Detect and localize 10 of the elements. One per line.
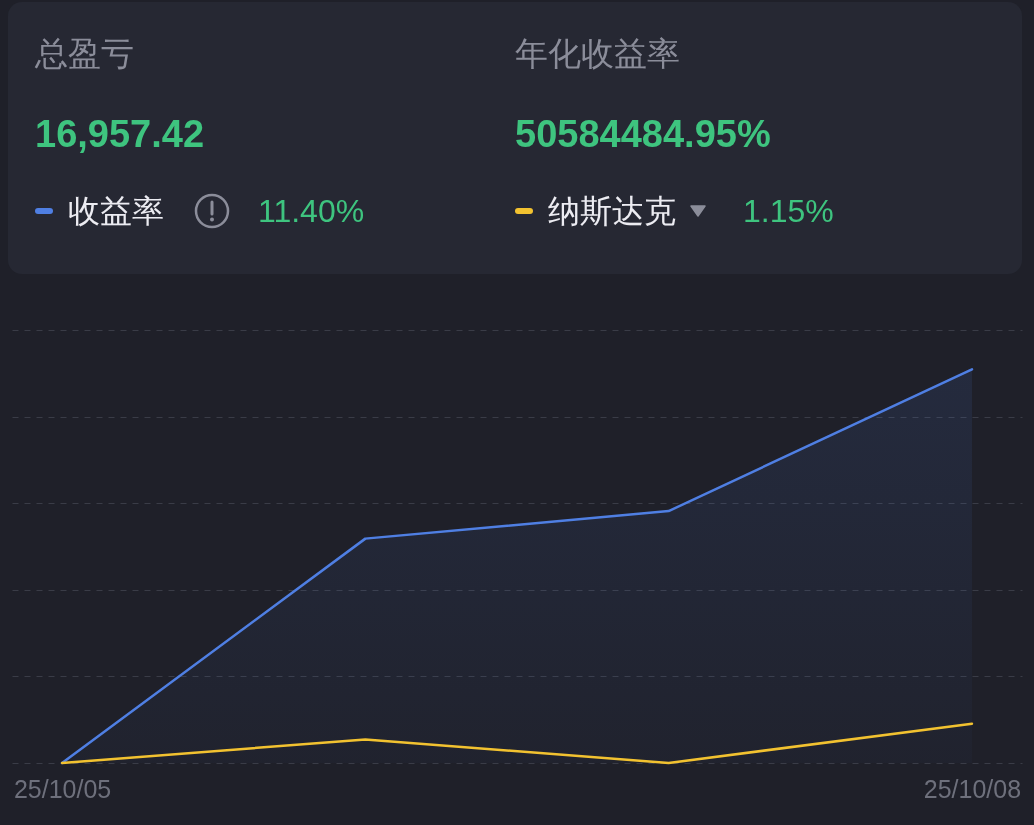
text: 16,957.42 — [35, 112, 205, 156]
x-tick-label: 25/10/05 — [13, 774, 112, 803]
text: 11.40% — [258, 192, 365, 231]
text: 年化收益率 — [515, 34, 680, 74]
x-tick-label: 25/10/08 — [923, 774, 1022, 803]
text: 1.15% — [743, 192, 834, 231]
text: 50584484.95% — [515, 112, 771, 156]
legend-label: 收益率 — [68, 191, 164, 231]
text: 总盈亏 — [35, 34, 134, 74]
legend-label: 纳斯达克 — [548, 191, 676, 231]
